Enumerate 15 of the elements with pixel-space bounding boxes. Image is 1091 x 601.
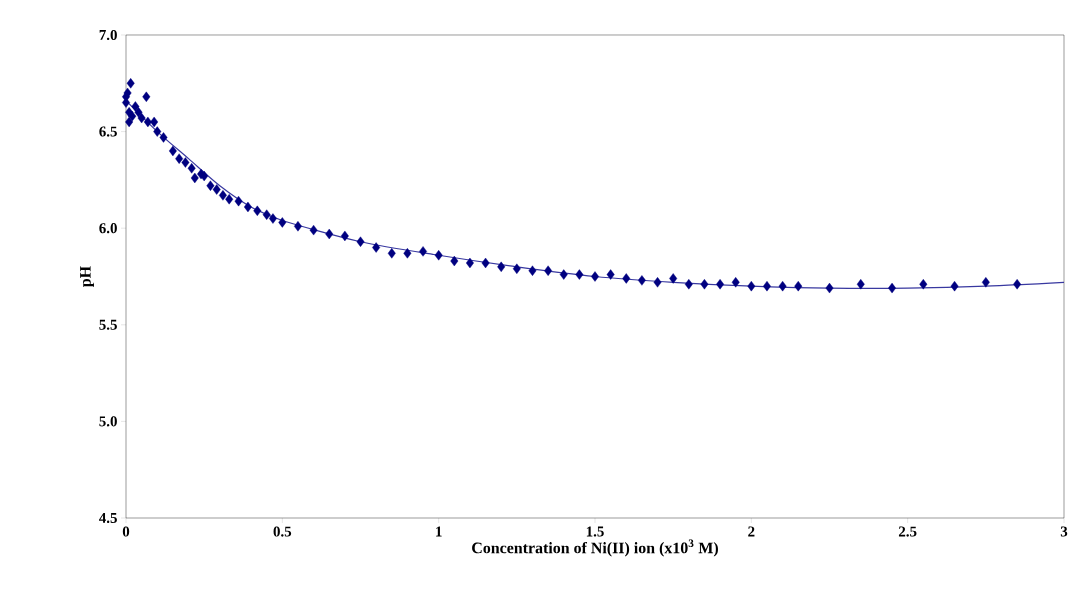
y-tick-label: 7.0 [99,29,117,41]
x-tick-label: 0 [122,526,130,537]
x-tick-label: 1 [436,526,442,537]
x-tick-label: 3 [1060,526,1068,537]
y-axis-title: pH [80,266,94,287]
y-tick-label: 6.0 [99,223,117,234]
x-axis-title: Concentration of Ni(II) ion (x10$^{3}$ M) [472,539,718,557]
x-tick-label: 1.5 [586,526,604,537]
x-tick-label: 0.5 [273,526,292,537]
x-tick-label: 2 [748,526,755,537]
y-tick-label: 5.0 [99,416,117,427]
x-tick-label: 2.5 [898,526,917,537]
y-tick-label: 6.5 [99,126,117,137]
y-tick-label: 5.5 [99,319,117,330]
y-tick-label: 4.5 [99,512,117,524]
